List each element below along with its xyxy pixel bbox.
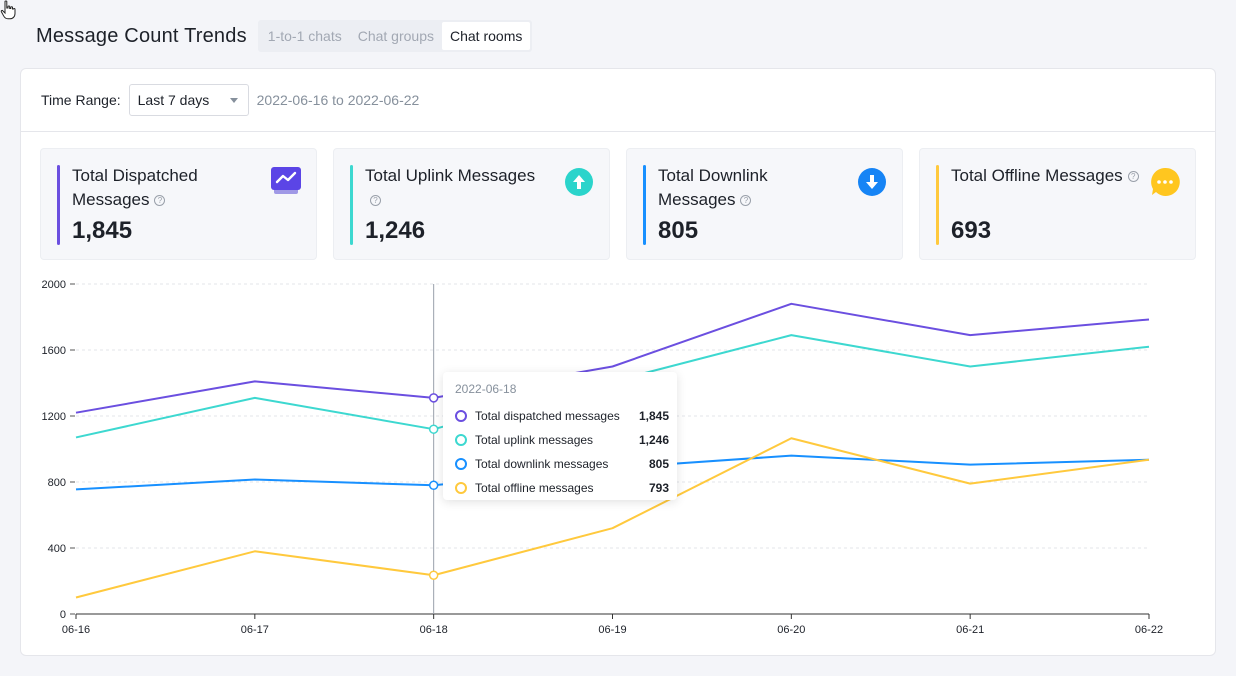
caret-down-icon (229, 97, 238, 103)
tab-chat-groups[interactable]: Chat groups (357, 28, 434, 44)
stat-card-downlink: Total Downlink Messages? 805 (626, 148, 903, 260)
help-icon[interactable]: ? (740, 195, 752, 206)
stat-title-text: Total Offline Messages (951, 166, 1123, 185)
stat-title-text: Total Downlink Messages (658, 166, 768, 209)
trends-card: Time Range: Last 7 days 2022-06-16 to 20… (20, 68, 1216, 656)
stat-card-uplink: Total Uplink Messages? 1,246 (333, 148, 610, 260)
stat-title: Total Downlink Messages? (658, 164, 838, 212)
hand-cursor-icon (0, 0, 16, 20)
stat-card-offline: Total Offline Messages? 693 (919, 148, 1196, 260)
chat-type-tabs: 1-to-1 chats Chat groups Chat rooms (257, 20, 533, 52)
stat-accent-bar (57, 165, 60, 245)
stat-accent-bar (643, 165, 646, 245)
time-range-label: Time Range: (41, 92, 121, 108)
tab-chat-rooms[interactable]: Chat rooms (442, 22, 531, 50)
stat-title-text: Total Dispatched Messages (72, 166, 198, 209)
stat-title: Total Dispatched Messages? (72, 164, 252, 212)
stat-value: 693 (951, 217, 992, 244)
arrow-up-icon (565, 168, 593, 196)
stat-title: Total Uplink Messages? (365, 164, 545, 212)
page-title: Message Count Trends (36, 24, 247, 47)
stat-accent-bar (936, 165, 939, 245)
stat-cards: Total Dispatched Messages? 1,845 Total U… (40, 148, 1196, 260)
time-range-select[interactable]: Last 7 days (128, 84, 249, 116)
page-header: Message Count Trends 1-to-1 chats Chat g… (36, 20, 533, 52)
trend-monitor-icon (271, 167, 301, 194)
help-icon[interactable]: ? (370, 195, 381, 206)
stat-title: Total Offline Messages? (951, 164, 1161, 188)
stat-value: 805 (658, 217, 699, 244)
chat-bubble-icon (1151, 167, 1180, 196)
time-range-select-value: Last 7 days (137, 92, 210, 108)
time-range-filter: Time Range: Last 7 days 2022-06-16 to 20… (21, 69, 1215, 132)
stat-value: 1,246 (365, 217, 426, 244)
arrow-down-icon (858, 168, 886, 196)
date-range-text: 2022-06-16 to 2022-06-22 (256, 92, 420, 108)
help-icon[interactable]: ? (154, 195, 166, 206)
stat-value: 1,845 (72, 217, 133, 244)
stat-accent-bar (350, 165, 353, 245)
stat-card-dispatched: Total Dispatched Messages? 1,845 (40, 148, 317, 260)
stat-title-text: Total Uplink Messages (365, 166, 536, 185)
help-icon[interactable]: ? (1127, 171, 1139, 182)
tab-one-to-one-chats[interactable]: 1-to-1 chats (267, 28, 342, 44)
